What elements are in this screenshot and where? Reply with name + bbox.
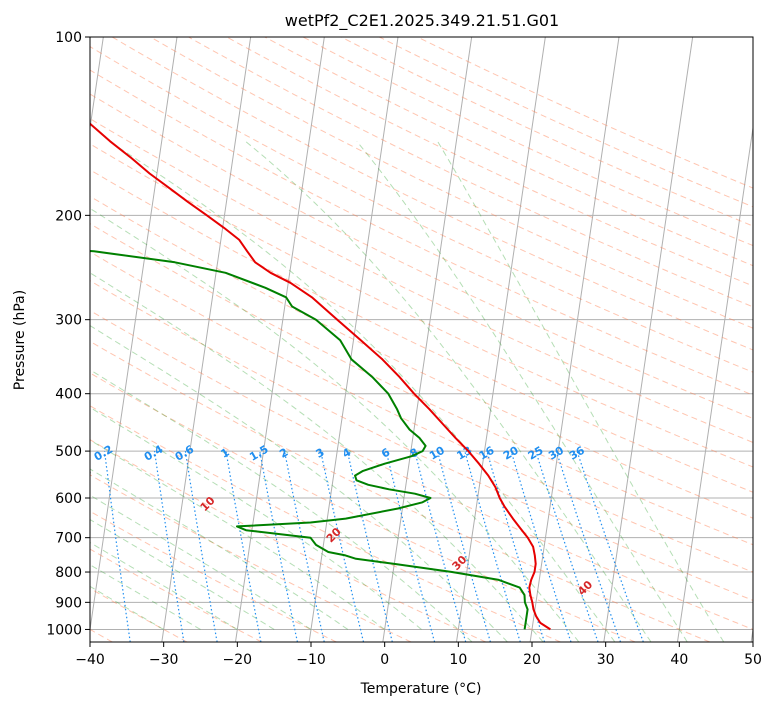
- mixing-ratio-line: [464, 450, 521, 642]
- moist-adiabat-line: [90, 518, 275, 630]
- dry-adiabat-line: [90, 118, 753, 443]
- mixing-ratio-line: [283, 450, 325, 642]
- dry-adiabat-line: [90, 223, 753, 546]
- y-tick-label: 300: [55, 313, 82, 329]
- x-tick-label: 20: [523, 652, 541, 668]
- moist-adiabat-line: [245, 140, 652, 642]
- dry-adiabat-line: [90, 46, 753, 373]
- dry-adiabat-line: [90, 280, 753, 601]
- moist-adiabat-line: [437, 141, 725, 642]
- isotherm-line: [234, 37, 325, 642]
- moist-adiabat-line: [90, 494, 312, 630]
- y-tick-label: 1000: [46, 622, 82, 638]
- dry-adiabat-line: [90, 143, 753, 468]
- x-tick-label: 10: [449, 652, 467, 668]
- dry-adiabat-line: [150, 37, 753, 329]
- isotherm-line: [603, 37, 694, 642]
- mixing-ratio-line: [320, 450, 365, 642]
- moist-adiabat-line: [90, 406, 422, 630]
- y-tick-label: 800: [55, 565, 82, 581]
- x-tick-label: 50: [744, 652, 762, 668]
- mixing-ratio-line: [414, 450, 467, 642]
- moist-adiabat-line: [90, 325, 508, 642]
- temperature-line: [90, 121, 551, 631]
- dry-adiabat-line: [90, 372, 636, 642]
- dry-adiabat-line: [90, 169, 753, 493]
- y-tick-label: 200: [55, 208, 82, 224]
- isotherm-line: [382, 37, 473, 642]
- mixing-ratio-line: [576, 450, 644, 642]
- x-axis-title: Temperature (°C): [360, 681, 482, 697]
- moist-adiabat-line: [90, 207, 580, 642]
- mixing-ratio-line: [346, 450, 393, 642]
- x-tick-label: −20: [223, 652, 253, 668]
- moist-adiabat-line: [356, 140, 688, 642]
- dry-adiabat-line: [90, 510, 337, 642]
- mixing-ratio-line: [154, 451, 185, 642]
- mixing-ratio-line: [436, 450, 491, 642]
- isotherm-line: [308, 37, 399, 642]
- dry-adiabat-line: [90, 340, 711, 642]
- dry-adiabat-line: [90, 251, 753, 573]
- dry-adiabat-line: [90, 405, 561, 642]
- chart-title: wetPf2_C2E1.2025.349.21.51.G01: [285, 11, 559, 31]
- plot-area: 0.10.20.40.611.52346810131620253036-100-…: [80, 37, 753, 642]
- dry-adiabat-line: [90, 309, 753, 630]
- dry-adiabat-label: 0: [80, 465, 95, 480]
- y-tick-label: 500: [55, 444, 82, 460]
- dry-adiabat-line: [90, 195, 753, 519]
- dewpoint-line: [90, 249, 529, 630]
- y-tick-label: 400: [55, 387, 82, 403]
- moist-adiabat-line: [90, 272, 544, 642]
- mixing-ratio-line: [555, 450, 622, 642]
- moist-adiabat-line: [108, 140, 616, 642]
- plot-frame: [89, 36, 754, 643]
- mixing-ratio-line: [510, 450, 572, 642]
- moist-adiabat-line: [90, 369, 473, 642]
- isotherm-line: [455, 37, 546, 642]
- axes-layer: −40 −30 −20 −10 0 10 20 30 40 50 100 200 300 400 500 60…: [46, 30, 762, 668]
- mixing-ratio-line: [535, 450, 599, 642]
- x-tick-label: −30: [149, 652, 179, 668]
- x-tick-label: −40: [75, 652, 105, 668]
- x-tick-label: 30: [597, 652, 615, 668]
- isotherm-line: [529, 37, 620, 642]
- isotherm-line: [676, 124, 753, 642]
- mixing-ratio-line: [259, 450, 298, 642]
- y-tick-label: 100: [55, 30, 82, 46]
- dry-adiabat-line: [188, 37, 753, 308]
- dry-adiabat-line: [90, 69, 753, 396]
- y-tick-label: 700: [55, 531, 82, 547]
- x-tick-label: 40: [670, 652, 688, 668]
- mixing-ratio-line: [385, 450, 436, 642]
- y-tick-label: 600: [55, 491, 82, 507]
- moist-adiabat-line: [90, 468, 349, 630]
- y-axis-title: Pressure (hPa): [12, 290, 28, 390]
- x-tick-label: 0: [380, 652, 389, 668]
- isotherm-line: [90, 37, 178, 633]
- dry-adiabat-line: [90, 548, 262, 642]
- mixing-ratio-line: [104, 451, 131, 642]
- isotherm-line: [161, 37, 252, 642]
- x-tick-label: −10: [296, 652, 326, 668]
- y-tick-label: 900: [55, 595, 82, 611]
